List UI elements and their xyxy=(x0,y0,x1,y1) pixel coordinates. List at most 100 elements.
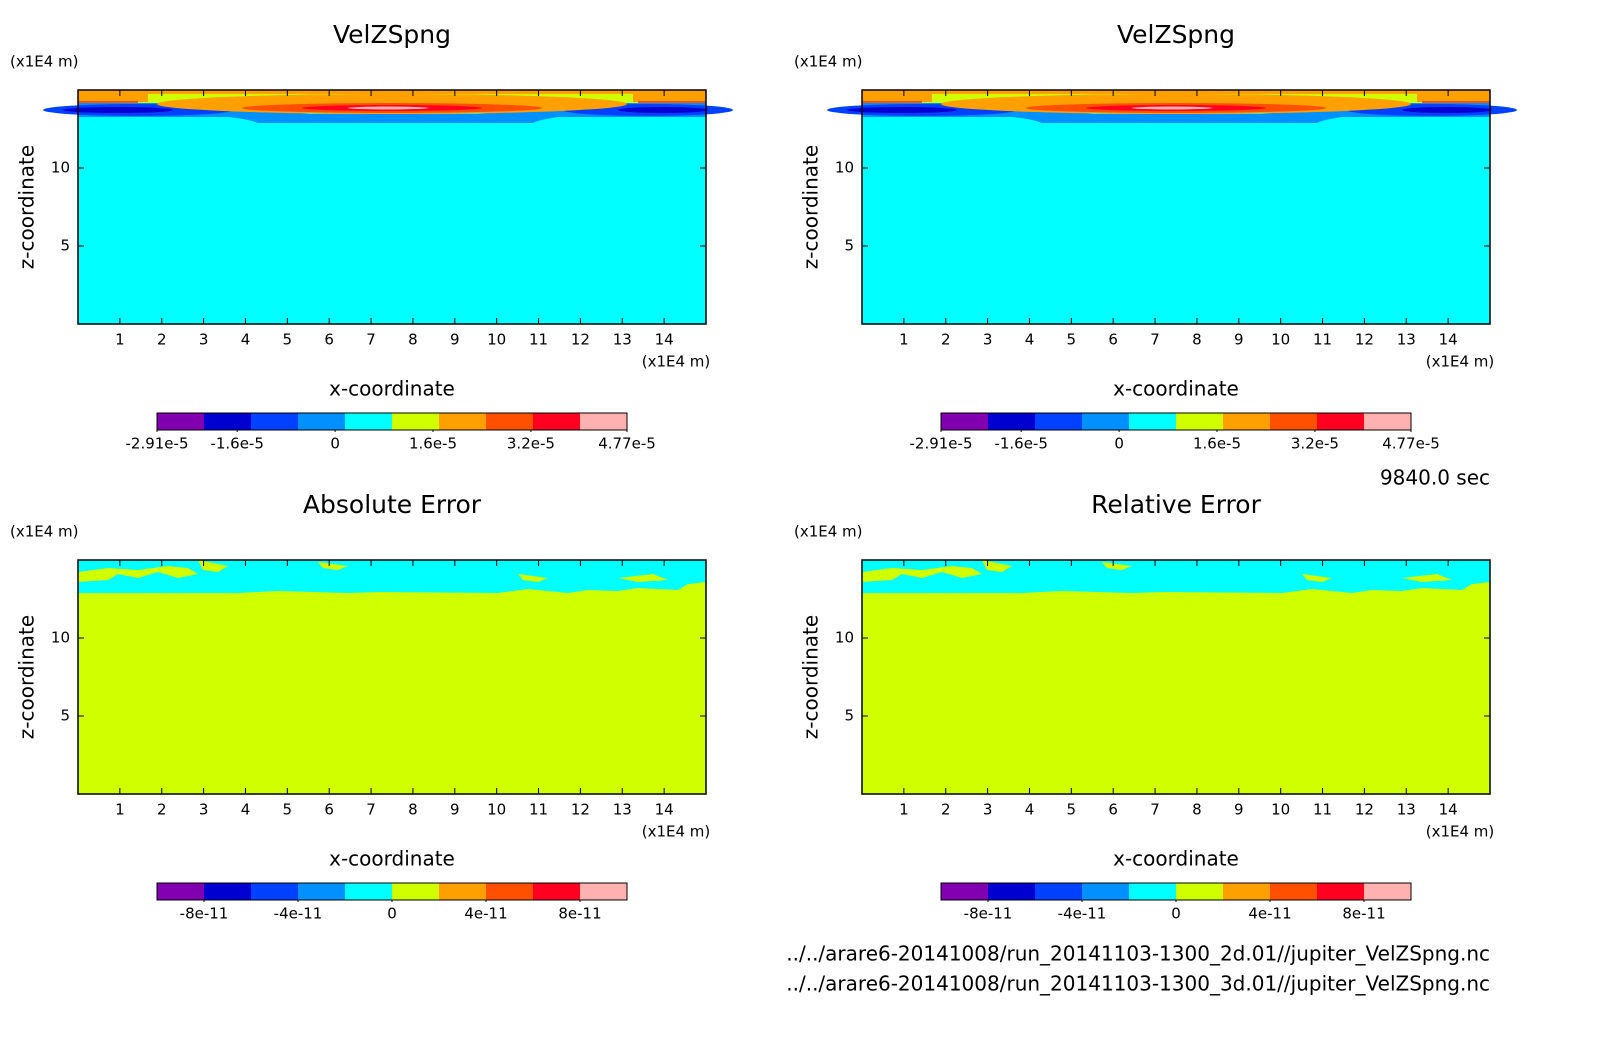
x-tick-label: 8 xyxy=(408,331,418,349)
x-tick-label: 1 xyxy=(115,331,125,349)
y-tick-label: 10 xyxy=(51,159,70,177)
colorbar-box xyxy=(1364,413,1411,430)
field-region xyxy=(1422,101,1490,103)
x-unit: (x1E4 m) xyxy=(642,823,711,841)
x-tick-label: 1 xyxy=(115,801,125,819)
colorbar-tick-label: -1.6e-5 xyxy=(994,435,1047,453)
x-tick-label: 9 xyxy=(450,801,460,819)
colorbar-box xyxy=(941,413,988,430)
colorbar-box xyxy=(204,883,251,900)
field-region xyxy=(862,560,1490,794)
colorbar-tick-label: 4.77e-5 xyxy=(598,435,656,453)
colorbar-frame xyxy=(156,412,628,431)
colorbar-box xyxy=(1082,883,1129,900)
x-tick-label: 3 xyxy=(199,331,209,349)
contour-field xyxy=(78,560,706,794)
x-tick-label: 12 xyxy=(571,801,590,819)
colorbar-box xyxy=(1176,883,1223,900)
colorbar-box xyxy=(486,413,533,430)
colorbar-tick-label: 0 xyxy=(330,435,340,453)
colorbar-tick-label: 0 xyxy=(1114,435,1124,453)
x-tick-label: 14 xyxy=(655,331,674,349)
x-tick-label: 2 xyxy=(157,331,167,349)
colorbar-tick-label: 8e-11 xyxy=(1342,905,1385,923)
colorbar-box xyxy=(941,883,988,900)
field-region xyxy=(1302,574,1332,582)
file-path: ../../arare6-20141008/run_20141103-1300_… xyxy=(786,942,1490,966)
colorbar-box xyxy=(1129,883,1176,900)
y-axis-label: z-coordinate xyxy=(799,145,823,269)
contour-field xyxy=(827,90,1517,324)
panel-title: Relative Error xyxy=(1091,490,1261,519)
field-region xyxy=(862,94,932,102)
y-axis-label: z-coordinate xyxy=(15,615,39,739)
colorbar-tick-label: 0 xyxy=(1171,905,1181,923)
colorbar-box xyxy=(1317,883,1364,900)
x-tick-label: 5 xyxy=(1067,331,1077,349)
x-tick-label: 10 xyxy=(1271,331,1290,349)
x-tick-label: 2 xyxy=(941,331,951,349)
field-region xyxy=(318,562,348,570)
colorbar-box xyxy=(251,883,298,900)
colorbar-box xyxy=(1082,413,1129,430)
colorbar-box xyxy=(533,883,580,900)
colorbar-box xyxy=(580,413,627,430)
panel-title: Absolute Error xyxy=(303,490,482,519)
x-tick-label: 8 xyxy=(1192,331,1202,349)
panel-title: VelZSpng xyxy=(333,20,451,49)
field-region xyxy=(862,560,1490,593)
colorbar-tick-label: 4.77e-5 xyxy=(1382,435,1440,453)
colorbar-box xyxy=(298,883,345,900)
colorbar-box xyxy=(1364,883,1411,900)
field-region xyxy=(862,90,1490,94)
x-tick-label: 13 xyxy=(613,331,632,349)
colorbar-tick-label: -8e-11 xyxy=(964,905,1013,923)
colorbar-box xyxy=(1223,413,1270,430)
x-tick-label: 12 xyxy=(571,331,590,349)
field-region xyxy=(633,94,706,102)
x-tick-label: 4 xyxy=(1025,801,1035,819)
x-tick-label: 6 xyxy=(1108,801,1118,819)
y-tick-label: 5 xyxy=(844,707,854,725)
x-tick-label: 7 xyxy=(366,331,376,349)
y-tick-label: 10 xyxy=(835,629,854,647)
y-axis-label: z-coordinate xyxy=(799,615,823,739)
x-tick-label: 14 xyxy=(1439,801,1458,819)
colorbar-box xyxy=(580,883,627,900)
field-region xyxy=(78,90,706,324)
x-axis-label: x-coordinate xyxy=(1113,377,1239,401)
x-tick-label: 11 xyxy=(1313,331,1332,349)
y-tick-label: 5 xyxy=(844,237,854,255)
field-region xyxy=(78,94,148,102)
colorbar-box xyxy=(988,883,1035,900)
field-region xyxy=(78,560,706,593)
colorbar-box xyxy=(345,413,392,430)
colorbar-tick-label: 3.2e-5 xyxy=(1291,435,1339,453)
field-region xyxy=(78,560,706,794)
field-region xyxy=(1417,94,1490,102)
x-tick-label: 4 xyxy=(241,331,251,349)
x-tick-label: 3 xyxy=(983,331,993,349)
colorbar-tick-label: 4e-11 xyxy=(1248,905,1291,923)
x-tick-label: 5 xyxy=(283,801,293,819)
colorbar-tick-label: -1.6e-5 xyxy=(210,435,263,453)
colorbar-tick-label: -2.91e-5 xyxy=(126,435,189,453)
colorbar-tick-label: 1.6e-5 xyxy=(409,435,457,453)
field-region xyxy=(1402,107,1492,113)
x-tick-label: 11 xyxy=(529,331,548,349)
panel: Relative Error (x1E4 m) (x1E4 m) x-coordina… xyxy=(794,490,1494,923)
y-unit: (x1E4 m) xyxy=(10,53,79,71)
x-tick-label: 6 xyxy=(324,331,334,349)
colorbar-tick-label: 3.2e-5 xyxy=(507,435,555,453)
colorbar-box xyxy=(251,413,298,430)
field-region xyxy=(78,90,706,94)
time-label: 9840.0 sec xyxy=(1380,466,1490,490)
x-tick-label: 11 xyxy=(529,801,548,819)
plot-frame xyxy=(77,89,707,325)
x-tick-label: 12 xyxy=(1355,801,1374,819)
colorbar-box xyxy=(1035,883,1082,900)
panel: Absolute Error (x1E4 m) (x1E4 m) x-coordina… xyxy=(10,490,710,923)
x-tick-label: 2 xyxy=(941,801,951,819)
